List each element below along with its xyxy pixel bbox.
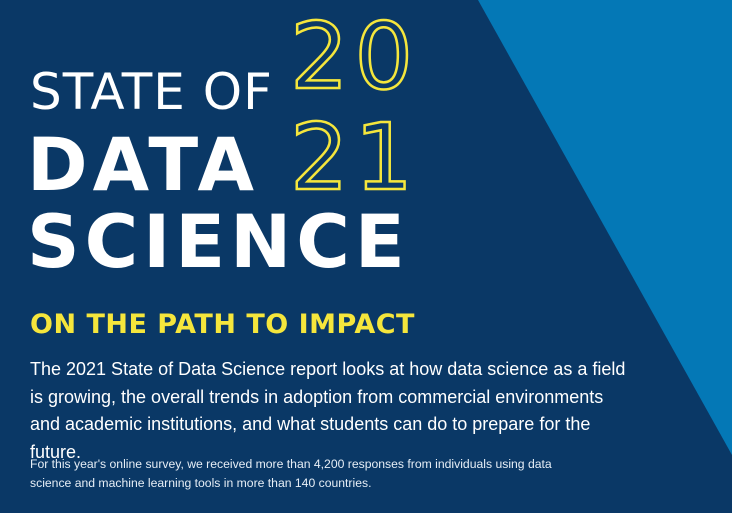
title-state-of: STATE OF [30, 63, 273, 121]
year-digits-bottom: 21 [289, 104, 420, 211]
subtitle: ON THE PATH TO IMPACT [30, 309, 415, 340]
intro-paragraph: The 2021 State of Data Science report lo… [30, 359, 626, 462]
year-digits-top: 20 [289, 3, 420, 110]
stripe-shape [478, 0, 732, 455]
title-science: SCIENCE [27, 200, 410, 285]
survey-note: For this year's online survey, we receiv… [30, 457, 552, 490]
title-data: DATA [27, 123, 260, 208]
